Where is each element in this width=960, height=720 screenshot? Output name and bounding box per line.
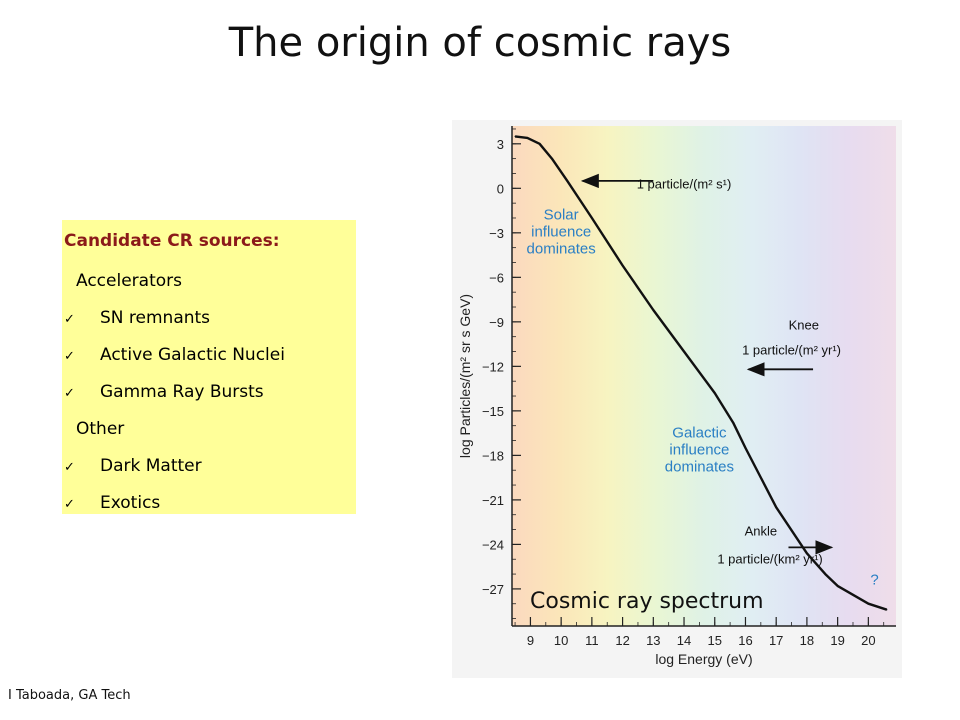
x-tick-label: 16 (738, 633, 752, 648)
list-item-label: Active Galactic Nuclei (100, 345, 285, 365)
y-tick-label: −15 (482, 404, 504, 419)
spectrum-point (714, 392, 716, 394)
y-tick-label: −3 (489, 226, 504, 241)
y-tick-label: −18 (482, 448, 504, 463)
spectrum-point (732, 422, 734, 424)
spectrum-point (683, 350, 685, 353)
spectrum-point (539, 143, 541, 145)
list-item-label: Dark Matter (100, 456, 202, 476)
check-icon: ✓ (64, 497, 75, 512)
x-tick-label: 19 (830, 633, 844, 648)
spectrum-point (652, 309, 654, 311)
chart-plot-background (512, 126, 896, 626)
x-tick-label: 9 (527, 633, 534, 648)
check-icon: ✓ (64, 349, 75, 364)
cosmic-ray-spectrum-chart: 3 0 −3 −6 −9 −12 −15 −18 −21 −24 −27 9 10 11 12 13 14 15 1… (452, 120, 902, 678)
sources-heading: Candidate CR sources: (64, 231, 280, 251)
spectrum-point (775, 506, 777, 508)
x-tick-label: 17 (769, 633, 783, 648)
spectrum-point (622, 264, 624, 267)
spectrum-point (514, 135, 516, 137)
list-item: ✓ Dark Matter (62, 448, 356, 485)
y-tick-label: −6 (489, 270, 504, 285)
check-icon: ✓ (64, 312, 75, 327)
y-axis-label: log Particles/(m² sr s GeV) (457, 294, 473, 458)
author-credit: I Taboada, GA Tech (8, 688, 131, 703)
annotation-label: dominates (665, 459, 734, 476)
check-icon: ✓ (64, 460, 75, 475)
x-tick-label: 11 (585, 633, 599, 648)
spectrum-point (824, 573, 826, 575)
list-item-label: Gamma Ray Bursts (100, 382, 264, 402)
annotation-label: Solar (544, 206, 579, 223)
y-tick-label: −9 (489, 315, 504, 330)
x-tick-label: 18 (800, 633, 814, 648)
x-tick-label: 13 (646, 633, 660, 648)
group-label-other: Other (76, 419, 125, 439)
y-tick-label: −24 (482, 537, 504, 552)
annotation-label: 1 particle/(km² yr¹) (717, 552, 822, 567)
chart-caption: Cosmic ray spectrum (530, 589, 764, 614)
annotation-label: dominates (527, 240, 596, 257)
spectrum-point (886, 609, 888, 611)
y-tick-label: −21 (482, 493, 504, 508)
annotation-label: influence (531, 223, 591, 240)
annotation-label: ? (870, 571, 878, 588)
spectrum-point (591, 217, 593, 219)
annotation-label: Galactic (672, 425, 727, 442)
annotation-label: Knee (789, 317, 819, 332)
spectrum-point (852, 594, 854, 596)
annotation-label: 1 particle/(m² s¹) (637, 176, 732, 191)
spectrum-point (526, 137, 528, 139)
list-item: ✓ Gamma Ray Bursts (62, 374, 356, 411)
x-tick-label: 15 (708, 633, 722, 648)
x-axis-label: log Energy (eV) (655, 651, 752, 667)
spectrum-point (837, 585, 839, 587)
x-tick-label: 20 (861, 633, 875, 648)
annotation-label: influence (669, 442, 729, 459)
check-icon: ✓ (64, 386, 75, 401)
y-tick-label: 0 (497, 181, 504, 196)
y-tick-label: −27 (482, 582, 504, 597)
group-label-accelerators: Accelerators (76, 271, 182, 291)
x-tick-label: 12 (615, 633, 629, 648)
spectrum-point (566, 180, 568, 182)
list-item-label: Exotics (100, 493, 161, 513)
spectrum-point (744, 447, 747, 449)
list-item: ✓ Exotics (62, 485, 356, 522)
candidate-sources-box: Candidate CR sources: Accelerators ✓ SN r… (62, 220, 356, 514)
y-tick-label: −12 (482, 359, 504, 374)
x-tick-label: 14 (677, 633, 691, 648)
y-tick-label: 3 (497, 137, 504, 152)
x-tick-label: 10 (554, 633, 568, 648)
spectrum-point (867, 603, 869, 605)
list-item: ✓ Active Galactic Nuclei (62, 337, 356, 374)
spectrum-point (806, 552, 808, 554)
list-item: ✓ SN remnants (62, 300, 356, 337)
annotation-label: 1 particle/(m² yr¹) (742, 342, 841, 357)
spectrum-point (551, 158, 553, 160)
slide-title: The origin of cosmic rays (228, 20, 732, 66)
annotation-label: Ankle (745, 523, 778, 538)
list-item-label: SN remnants (100, 308, 211, 328)
